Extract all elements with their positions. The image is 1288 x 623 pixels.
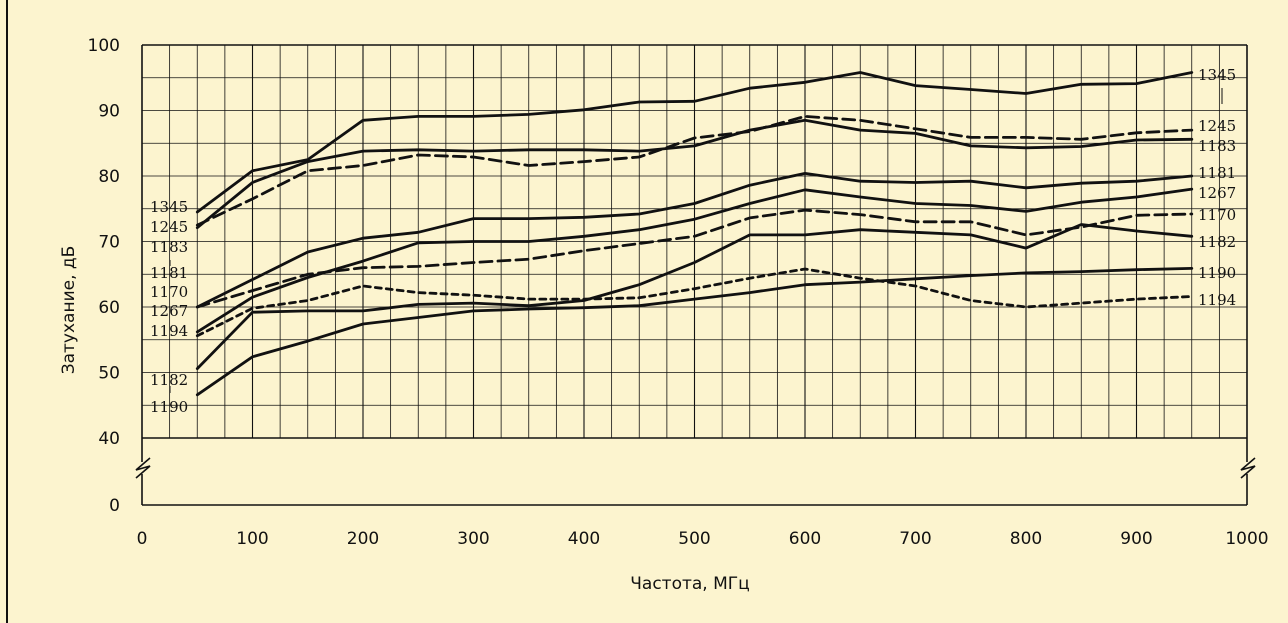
series-label-left-1190: 1190 (150, 398, 188, 416)
y-tick-label: 50 (98, 364, 120, 384)
x-axis-title: Частота, МГц (630, 574, 749, 594)
x-tick-label: 0 (137, 529, 148, 549)
y-tick-label: 100 (88, 36, 120, 56)
series-label-left-1170: 1170 (150, 283, 188, 301)
series-label-left-1182: 1182 (150, 371, 188, 389)
series-label-right-1182: 1182 (1198, 233, 1236, 251)
series-line-1181 (195, 171, 1194, 309)
x-tick-label: 500 (678, 529, 710, 549)
series-line-1170 (195, 208, 1194, 309)
y-tick-label: 80 (98, 167, 120, 187)
series-label-left-1267: 1267 (150, 302, 188, 320)
y-tick-label: 60 (98, 298, 120, 318)
left-break-mark (135, 457, 151, 479)
series-line-1183 (195, 118, 1194, 230)
x-tick-label: 400 (568, 529, 600, 549)
series-label-right-1245: 1245 (1198, 117, 1236, 135)
y-tick-label: 90 (98, 102, 120, 122)
series-line-1245 (195, 115, 1194, 227)
series-label-right-1183: 1183 (1198, 137, 1236, 155)
series-labels-right: 1345 1245 1183 1181 1267 1170 1182 1190 1194 (1198, 66, 1236, 309)
x-tick-label: 600 (789, 529, 821, 549)
series-label-left-1181: 1181 (150, 264, 188, 282)
series-label-left-1345: 1345 (150, 198, 188, 216)
y-axis-title: Затухание, дБ (59, 246, 79, 375)
series-line-1267 (195, 187, 1194, 334)
series-label-right-1170: 1170 (1198, 206, 1236, 224)
y-tick-label: 0 (109, 496, 120, 516)
x-tick-label: 900 (1120, 529, 1152, 549)
y-tick-label: 40 (98, 429, 120, 449)
grid (141, 44, 1248, 439)
axis-break (135, 438, 1256, 506)
series-label-left-1245: 1245 (150, 218, 188, 236)
series-line-1345 (195, 71, 1194, 214)
series-line-1190 (195, 266, 1194, 397)
series-label-left-1183: 1183 (150, 238, 188, 256)
y-tick-labels: 0 40 50 60 70 80 90 100 (88, 36, 120, 516)
x-tick-label: 800 (1010, 529, 1042, 549)
series-label-right-1345: 1345 (1198, 66, 1236, 84)
right-break-mark (1240, 457, 1256, 479)
series-label-right-1190: 1190 (1198, 264, 1236, 282)
series-lines (195, 71, 1194, 397)
series-line-1182 (195, 223, 1194, 371)
x-tick-label: 700 (899, 529, 931, 549)
x-tick-label: 200 (347, 529, 379, 549)
series-label-left-1194: 1194 (150, 322, 188, 340)
x-tick-label: 300 (457, 529, 489, 549)
y-tick-label: 70 (98, 233, 120, 253)
x-tick-label: 1000 (1225, 529, 1268, 549)
series-label-right-1267: 1267 (1198, 184, 1236, 202)
x-tick-labels: 0 100 200 300 400 500 600 700 800 900 1000 (137, 529, 1269, 549)
series-label-right-1181: 1181 (1198, 164, 1236, 182)
x-tick-label: 100 (236, 529, 268, 549)
series-line-1194 (195, 267, 1194, 338)
series-label-right-1194: 1194 (1198, 291, 1236, 309)
